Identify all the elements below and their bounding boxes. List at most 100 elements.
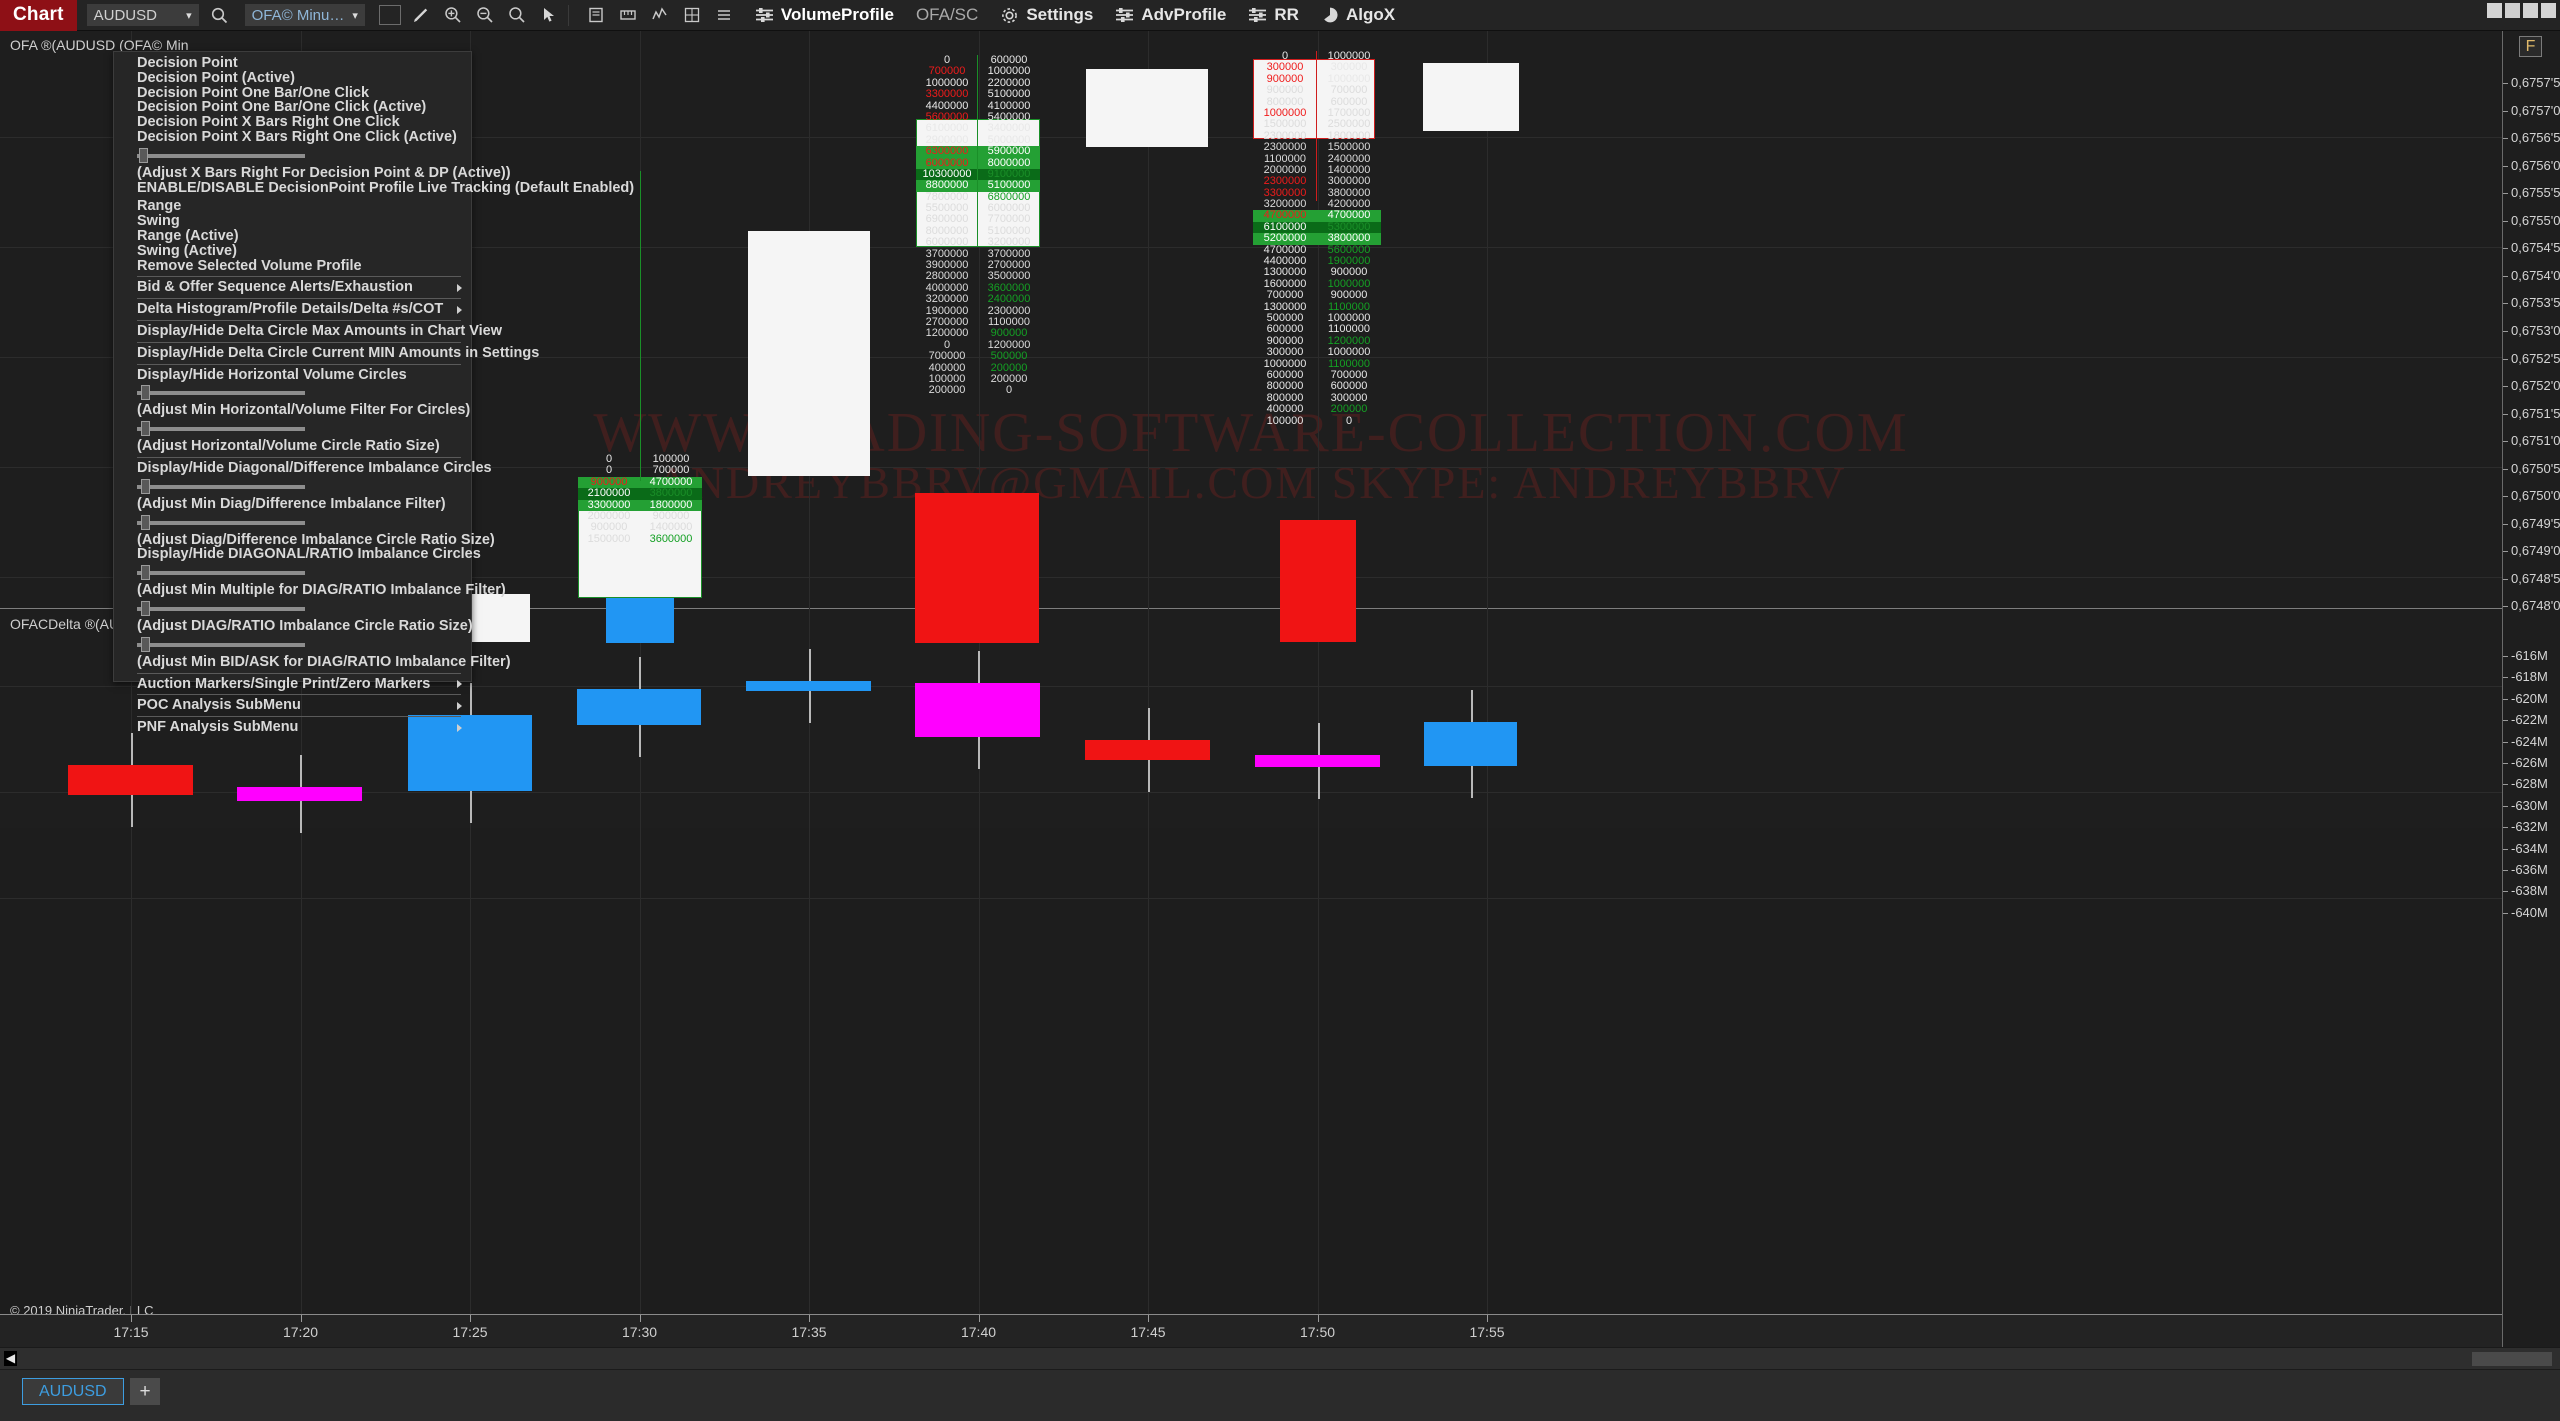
menu-item-display-hide-delta-circle-max-amounts-in-chart[interactable]: Display/Hide Delta Circle Max Amounts in…: [114, 324, 502, 339]
menu-item-bid-offer-sequence-alerts-exhaustion[interactable]: Bid & Offer Sequence Alerts/Exhaustion: [114, 280, 471, 295]
bid-volume: 600000: [1266, 323, 1304, 336]
time-axis[interactable]: 17:15 17:20 17:25 17:30 17:35 17:40 17:45 17:50…: [0, 1314, 2502, 1347]
profile-1730[interactable]: 0 100000 0 700000 900000 4700000 2100000 380000…: [578, 453, 702, 545]
template-selector[interactable]: OFA© Minu… ▾: [244, 4, 365, 26]
ask-volume: 900000: [1330, 266, 1368, 279]
slider-knob[interactable]: [141, 600, 150, 616]
scroll-left-arrow[interactable]: ◀: [4, 1351, 17, 1366]
cursor-icon[interactable]: [538, 4, 561, 27]
menu-item-remove-selected-volume-profile[interactable]: Remove Selected Volume Profile: [114, 258, 471, 274]
volume-profile-row: 0 1200000: [916, 339, 1040, 351]
horizontal-scrollbar[interactable]: ◀: [0, 1347, 2560, 1369]
menu-item-decision-point-one-bar-one-click[interactable]: Decision Point One Bar/One Click: [114, 85, 471, 101]
menu-item-poc-analysis-submenu[interactable]: POC Analysis SubMenu: [114, 698, 471, 713]
volume-profile-context-menu[interactable]: Decision Point Decision Point (Active) Dec…: [113, 51, 634, 734]
ruler-icon[interactable]: [617, 4, 640, 27]
chart-container[interactable]: OFA ®(AUDUSD (OFA© Min OFACDelta ®(AUDUS…: [0, 31, 2560, 1421]
ask-volume: 300000: [1330, 61, 1368, 74]
menu-item--adjust-min-bid-ask-for-diag-ratio-imbalance-f[interactable]: (Adjust Min BID/ASK for DIAG/RATIO Imbal…: [114, 654, 511, 670]
menu-item--adjust-min-diag-difference-imbalance-filter-[interactable]: (Adjust Min Diag/Difference Imbalance Fi…: [114, 496, 471, 512]
wave-icon[interactable]: [649, 4, 672, 27]
menu-item--adjust-diag-difference-imbalance-circle-ratio[interactable]: (Adjust Diag/Difference Imbalance Circle…: [114, 532, 495, 548]
profile-1750[interactable]: 0 1000000 300000 300000 900000 1000000 900000 7…: [1253, 50, 1381, 427]
magnifier-icon[interactable]: [506, 4, 529, 27]
time-axis-label: 17:20: [282, 1324, 319, 1340]
menu-item--adjust-horizontal-volume-circle-ratio-size-[interactable]: (Adjust Horizontal/Volume Circle Ratio S…: [114, 439, 471, 454]
profile-1740[interactable]: 0 600000 700000 1000000 1000000 2200000 330000…: [916, 54, 1040, 397]
menu-item--adjust-min-multiple-for-diag-ratio-imbalance-[interactable]: (Adjust Min Multiple for DIAG/RATIO Imba…: [114, 583, 506, 598]
chart-menu-button[interactable]: Chart: [0, 0, 77, 31]
note-icon[interactable]: [585, 4, 608, 27]
menu-item--adjust-min-horizontal-volume-filter-for-circl[interactable]: (Adjust Min Horizontal/Volume Filter For…: [114, 403, 471, 418]
menu-item-decision-point-active-[interactable]: Decision Point (Active): [114, 70, 471, 86]
menu-item-decision-point-x-bars-right-one-click[interactable]: Decision Point X Bars Right One Click: [114, 115, 471, 130]
price-axis-label: 0,6755'0: [2511, 212, 2560, 228]
window-minimize-button[interactable]: [2487, 3, 2502, 18]
menu-item--adjust-x-bars-right-for-decision-point-dp-act[interactable]: (Adjust X Bars Right For Decision Point …: [114, 165, 511, 181]
checkbox-icon[interactable]: [378, 5, 401, 25]
menu-item-pnf-analysis-submenu[interactable]: PNF Analysis SubMenu: [114, 720, 471, 735]
menu-item-delta-histogram-profile-details-delta-s-cot[interactable]: Delta Histogram/Profile Details/Delta #s…: [114, 302, 471, 317]
menu-item-display-hide-diagonal-difference-imbalance-cir[interactable]: Display/Hide Diagonal/Difference Imbalan…: [114, 461, 492, 476]
menu-volumeprofile[interactable]: VolumeProfile: [744, 0, 905, 31]
time-axis-tick: [978, 1315, 980, 1322]
menu-slider[interactable]: [137, 420, 305, 437]
slider-knob[interactable]: [139, 147, 148, 163]
slider-knob[interactable]: [141, 421, 150, 437]
menu-item-decision-point-one-bar-one-click-active-[interactable]: Decision Point One Bar/One Click (Active…: [114, 100, 471, 115]
zoom-in-icon[interactable]: [442, 4, 465, 27]
menu-slider[interactable]: [137, 514, 305, 531]
instrument-selector[interactable]: AUDUSD ▾: [86, 4, 199, 26]
volume-profile-row: 700000 900000: [1253, 289, 1381, 301]
scrollbar-thumb[interactable]: [2472, 1352, 2552, 1366]
ask-volume: 1400000: [649, 521, 693, 534]
list-icon[interactable]: [713, 4, 736, 27]
menu-item-enable-disable-decisionpoint-profile-live-trac[interactable]: ENABLE/DISABLE DecisionPoint Profile Liv…: [114, 180, 634, 196]
slider-knob[interactable]: [141, 385, 150, 401]
window-close-button[interactable]: [2541, 3, 2556, 18]
search-icon[interactable]: [208, 4, 231, 27]
menu-item-swing-active-[interactable]: Swing (Active): [114, 243, 471, 259]
price-axis-f-button[interactable]: F: [2519, 36, 2542, 57]
menu-settings[interactable]: Settings: [989, 0, 1104, 31]
menu-item-decision-point-x-bars-right-one-click-active-[interactable]: Decision Point X Bars Right One Click (A…: [114, 130, 471, 145]
menu-item-swing[interactable]: Swing: [114, 214, 471, 229]
menu-item-decision-point[interactable]: Decision Point: [114, 56, 471, 71]
menu-item-display-hide-delta-circle-current-min-amounts-[interactable]: Display/Hide Delta Circle Current MIN Am…: [114, 345, 539, 361]
menu-item-auction-markers-single-print-zero-markers[interactable]: Auction Markers/Single Print/Zero Marker…: [114, 676, 471, 692]
menu-slider[interactable]: [137, 147, 305, 164]
pencil-icon[interactable]: [410, 4, 433, 27]
menu-item-display-hide-horizontal-volume-circles[interactable]: Display/Hide Horizontal Volume Circles: [114, 367, 471, 383]
menu-slider[interactable]: [137, 384, 305, 401]
window-controls[interactable]: [2487, 3, 2556, 18]
slider-knob[interactable]: [141, 478, 150, 494]
slider-knob[interactable]: [141, 636, 150, 652]
menu-slider[interactable]: [137, 478, 305, 495]
slider-knob[interactable]: [141, 565, 150, 581]
menu-algox[interactable]: AlgoX: [1310, 0, 1406, 31]
bid-volume: 1600000: [1263, 277, 1307, 290]
menu-advprofile[interactable]: AdvProfile: [1104, 0, 1237, 31]
add-tab-button[interactable]: +: [130, 1378, 160, 1405]
menu-item-range-active-[interactable]: Range (Active): [114, 229, 471, 244]
menu-item--adjust-diag-ratio-imbalance-circle-ratio-size[interactable]: (Adjust DIAG/RATIO Imbalance Circle Rati…: [114, 619, 473, 634]
menu-item-range[interactable]: Range: [114, 199, 471, 214]
tab-audusd[interactable]: AUDUSD: [22, 1378, 124, 1405]
window-restore-button[interactable]: [2505, 3, 2520, 18]
zoom-out-icon[interactable]: [474, 4, 497, 27]
price-axis-tick: [2503, 303, 2508, 305]
menu-slider[interactable]: [137, 636, 305, 653]
grid-icon[interactable]: [681, 4, 704, 27]
window-maximize-button[interactable]: [2523, 3, 2538, 18]
bid-volume: 0: [605, 453, 613, 465]
price-axis[interactable]: F 0,6757'5 0,6757'0 0,6756'5 0,6756'0 0,6755…: [2502, 31, 2560, 1390]
menu-rr[interactable]: RR: [1237, 0, 1310, 31]
delta-axis-tick: [2503, 848, 2508, 850]
menu-slider[interactable]: [137, 564, 305, 581]
menu-ofa-sc[interactable]: OFA/SC: [905, 0, 989, 31]
plot-area[interactable]: 0 600000 700000 1000000 1000000 2200000 330000…: [0, 31, 2502, 1314]
slider-knob[interactable]: [141, 514, 150, 530]
price-axis-label: 0,6749'5: [2511, 515, 2560, 531]
menu-item-display-hide-diagonal-ratio-imbalance-circles[interactable]: Display/Hide DIAGONAL/RATIO Imbalance Ci…: [114, 547, 481, 562]
menu-slider[interactable]: [137, 600, 305, 617]
